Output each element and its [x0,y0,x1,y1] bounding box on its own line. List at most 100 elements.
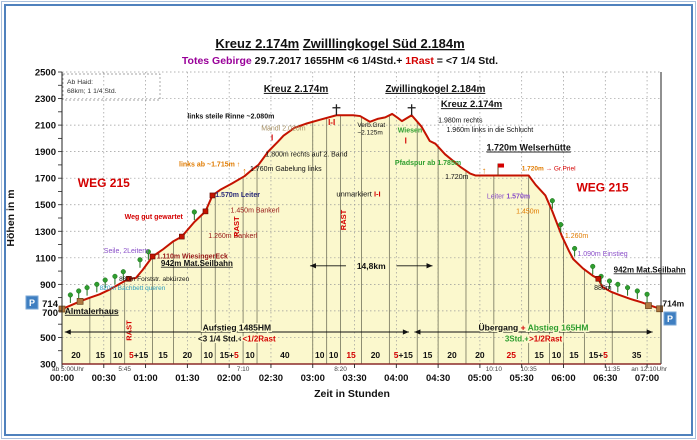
seilbahn-left: 942m Mat.Seilbahn [161,259,233,268]
segment-minutes: 20 [475,350,485,360]
pfadspur-1785: Pfadspur ab 1.785m [395,160,461,167]
ziel-714: 714m [662,299,684,309]
x-axis-label: 00:00 [50,373,74,384]
wiesen: Wiesen [398,127,422,134]
segment-minutes: 20 [183,350,193,360]
band-1800: 1.800m rechts auf 2. Band [265,152,347,159]
tree-icon [76,288,82,294]
y-axis-label: 300 [40,360,56,371]
y-axis-label: 2500 [35,68,56,79]
verbgrat-1: Verb.Grat [357,122,385,129]
elevation-curve [61,112,662,310]
info-box-line: 68km; 1 1/4 Std. [67,88,117,95]
segment-minutes: 20 [71,350,81,360]
seil-mark-1: I [271,133,273,142]
segment-minutes: 10 [204,350,214,360]
x-axis-label: 04:00 [384,373,408,384]
rast-3: RAST [339,209,348,230]
aufstieg-label: Aufstieg 1485HM [203,323,272,333]
segment-minutes: 20 [447,350,457,360]
info-box [62,73,161,101]
rast-2: RAST [232,216,241,237]
leiter-1570-left: 1.570m Leiter [215,192,260,199]
aufstieg-label: <3 1/4 Std.+<1/2Rast [198,335,276,344]
weg-gewartet: Weg gut gewartet [125,214,184,221]
segment-minutes: 15 [158,350,168,360]
arrowhead [646,329,653,335]
y-axis-label: 2300 [35,94,56,105]
x-axis-label: 06:00 [551,373,575,384]
clock-note: 8:20 [334,366,347,373]
clock-note: 5:45 [118,366,131,373]
x-axis-label: 01:30 [175,373,199,384]
weg-215-right: WEG 215 [576,180,628,194]
seilbahn-right: 942m Mat.Seilbahn [614,265,686,274]
leiter-1570-right: Leiter 1.570m [487,193,530,200]
tree-icon [615,281,621,287]
waypoint-marker [209,192,216,199]
clock-note: 11:35 [604,366,620,373]
clock-note: 10:35 [521,366,538,373]
links-ab-1715: links ab ~1.715m ↑ [179,162,240,169]
x-axis-label: 05:30 [510,373,534,384]
chart-title: Kreuz 2.174m Zwilllingkogel Süd 2.184m [215,36,464,51]
info-box-line: Ab Haid: [67,79,93,86]
segment-minutes: 15 [346,350,356,360]
distance-label: 14,8km [357,261,386,271]
segment-minutes: 5+15 [129,350,148,360]
weg-215-left: WEG 215 [78,176,130,190]
segment-minutes: 35 [632,350,642,360]
waypoint-marker [202,208,209,215]
bankerl-1450: 1.450m Bankerl [231,208,280,215]
tree-icon [572,245,578,252]
abstieg-880: 880m [594,285,612,292]
bankerl-1260: 1.260m Bankerl [208,233,257,240]
tree-icon [634,288,640,294]
x-axis-label: 02:30 [259,373,283,384]
uebergang-label: 3Std.+>1/2Rast [505,335,563,344]
y-axis-label: 500 [40,333,56,344]
rechts-1980: 1.980m rechts [438,117,483,124]
y-axis-label: 900 [40,280,56,291]
tree-icon [120,269,126,275]
x-axis-label: 03:30 [342,373,366,384]
seil-mark-2: I-I [328,118,335,127]
almtalerhaus: Almtalerhaus [65,306,119,316]
segment-minutes: 5+15 [394,350,413,360]
tree-icon [112,273,118,279]
clock-note: an 12:10Uhr [631,366,668,373]
segment-minutes: 10 [329,350,339,360]
y-axis-label: 1300 [35,227,56,238]
tree-icon [102,277,108,283]
segment-minutes: 10 [552,350,562,360]
wiesinger-eck: 1.110m WiesingerEck [157,253,228,260]
rast-1: RAST [125,320,134,341]
waypoint-marker [595,275,602,282]
y-axis-label: 700 [42,308,58,319]
y-axis-title: Höhen in m [5,189,17,246]
peak-label-zwillingkogel: Zwillingkogel 2.184m [385,84,485,95]
tree-icon [590,263,596,269]
segment-minutes: 20 [371,350,381,360]
y-axis-label: 1500 [35,200,56,211]
peak-label-kreuz-2: Kreuz 2.174m [441,99,502,110]
tree-icon [137,257,143,263]
chart-subtitle: Totes Gebirge 29.7.2017 1655HM <6 1/4Std… [182,55,498,67]
segment-minutes: 15 [96,350,106,360]
arrowhead [309,263,316,269]
tree-icon [84,285,90,291]
maendl-2020: Mändl 2.020m [261,125,306,132]
tree-icon [549,198,555,204]
verbgrat-2: ~2.125m [357,130,382,137]
waypoint-marker [149,253,156,260]
y-axis-start-elevation: 714 [42,299,59,310]
gr-priel: 1.720m → Gr.Priel [522,165,576,172]
y-axis-label: 1100 [35,253,56,264]
huette-1720-klein: 1.720m [445,174,469,181]
schlucht-1960: 1.960m links in die Schlucht [446,127,533,134]
abstieg-1450: 1.450m [516,208,540,215]
einstieg-1090: 1.090m Einstieg [577,251,627,258]
segment-minutes: 15 [534,350,544,360]
x-axis-label: 00:30 [92,373,116,384]
